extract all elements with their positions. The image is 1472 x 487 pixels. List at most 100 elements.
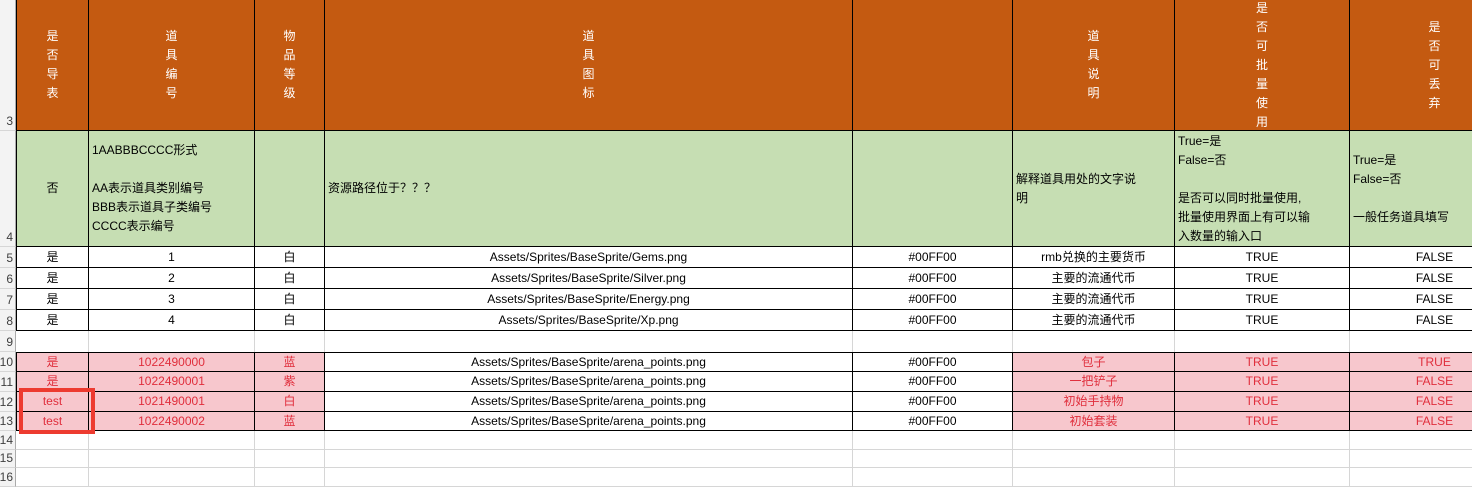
cell-F16[interactable]	[1013, 468, 1175, 487]
cell-C4[interactable]	[255, 131, 325, 247]
cell-G13[interactable]: TRUE	[1175, 412, 1350, 431]
cell-B7[interactable]: 3	[89, 289, 255, 310]
row-header-13[interactable]: 13	[0, 412, 16, 431]
cell-G14[interactable]	[1175, 431, 1350, 450]
cell-D9[interactable]	[325, 331, 853, 352]
cell-B15[interactable]	[89, 450, 255, 468]
cell-H14[interactable]	[1350, 431, 1472, 450]
cell-H10[interactable]: TRUE	[1350, 352, 1472, 372]
row-header-14[interactable]: 14	[0, 431, 16, 450]
cell-C3[interactable]: 物 品 等 级	[255, 0, 325, 131]
cell-A6[interactable]: 是	[16, 268, 89, 289]
cell-G9[interactable]	[1175, 331, 1350, 352]
cell-E7[interactable]: #00FF00	[853, 289, 1013, 310]
cell-D16[interactable]	[325, 468, 853, 487]
cell-B5[interactable]: 1	[89, 247, 255, 268]
row-header-7[interactable]: 7	[0, 289, 16, 310]
cell-D8[interactable]: Assets/Sprites/BaseSprite/Xp.png	[325, 310, 853, 331]
cell-B16[interactable]	[89, 468, 255, 487]
cell-E10[interactable]: #00FF00	[853, 352, 1013, 372]
cell-E11[interactable]: #00FF00	[853, 372, 1013, 392]
cell-G11[interactable]: TRUE	[1175, 372, 1350, 392]
cell-E16[interactable]	[853, 468, 1013, 487]
cell-C6[interactable]: 白	[255, 268, 325, 289]
cell-A15[interactable]	[16, 450, 89, 468]
cell-G3[interactable]: 是 否 可 批 量 使 用	[1175, 0, 1350, 131]
cell-G10[interactable]: TRUE	[1175, 352, 1350, 372]
row-header-11[interactable]: 11	[0, 372, 16, 392]
cell-B9[interactable]	[89, 331, 255, 352]
cell-D4[interactable]: 资源路径位于？？？	[325, 131, 853, 247]
cell-F8[interactable]: 主要的流通代币	[1013, 310, 1175, 331]
row-header-16[interactable]: 16	[0, 468, 16, 487]
cell-D11[interactable]: Assets/Sprites/BaseSprite/arena_points.p…	[325, 372, 853, 392]
cell-E8[interactable]: #00FF00	[853, 310, 1013, 331]
cell-F6[interactable]: 主要的流通代币	[1013, 268, 1175, 289]
cell-C16[interactable]	[255, 468, 325, 487]
cell-G8[interactable]: TRUE	[1175, 310, 1350, 331]
cell-A16[interactable]	[16, 468, 89, 487]
row-header-5[interactable]: 5	[0, 247, 16, 268]
cell-D3[interactable]: 道 具 图 标	[325, 0, 853, 131]
cell-E15[interactable]	[853, 450, 1013, 468]
cell-G12[interactable]: TRUE	[1175, 392, 1350, 412]
cell-H5[interactable]: FALSE	[1350, 247, 1472, 268]
cell-G16[interactable]	[1175, 468, 1350, 487]
cell-G15[interactable]	[1175, 450, 1350, 468]
cell-A12[interactable]: test	[16, 392, 89, 412]
cell-A14[interactable]	[16, 431, 89, 450]
cell-C13[interactable]: 蓝	[255, 412, 325, 431]
cell-B10[interactable]: 1022490000	[89, 352, 255, 372]
cell-B11[interactable]: 1022490001	[89, 372, 255, 392]
cell-F3[interactable]: 道 具 说 明	[1013, 0, 1175, 131]
cell-D7[interactable]: Assets/Sprites/BaseSprite/Energy.png	[325, 289, 853, 310]
cell-H15[interactable]	[1350, 450, 1472, 468]
cell-B13[interactable]: 1022490002	[89, 412, 255, 431]
cell-A7[interactable]: 是	[16, 289, 89, 310]
cell-B8[interactable]: 4	[89, 310, 255, 331]
cell-H6[interactable]: FALSE	[1350, 268, 1472, 289]
cell-C10[interactable]: 蓝	[255, 352, 325, 372]
cell-F10[interactable]: 包子	[1013, 352, 1175, 372]
cell-F5[interactable]: rmb兑换的主要货币	[1013, 247, 1175, 268]
cell-C9[interactable]	[255, 331, 325, 352]
cell-C15[interactable]	[255, 450, 325, 468]
row-header-8[interactable]: 8	[0, 310, 16, 331]
cell-F11[interactable]: 一把铲子	[1013, 372, 1175, 392]
cell-A3[interactable]: 是 否 导 表	[16, 0, 89, 131]
cell-C11[interactable]: 紫	[255, 372, 325, 392]
row-header-10[interactable]: 10	[0, 352, 16, 372]
cell-D10[interactable]: Assets/Sprites/BaseSprite/arena_points.p…	[325, 352, 853, 372]
cell-C8[interactable]: 白	[255, 310, 325, 331]
cell-D12[interactable]: Assets/Sprites/BaseSprite/arena_points.p…	[325, 392, 853, 412]
row-header-3[interactable]: 3	[0, 0, 16, 131]
row-header-12[interactable]: 12	[0, 392, 16, 412]
cell-F7[interactable]: 主要的流通代币	[1013, 289, 1175, 310]
cell-F4[interactable]: 解释道具用处的文字说 明	[1013, 131, 1175, 247]
row-header-4[interactable]: 4	[0, 131, 16, 247]
cell-G6[interactable]: TRUE	[1175, 268, 1350, 289]
cell-G5[interactable]: TRUE	[1175, 247, 1350, 268]
cell-E13[interactable]: #00FF00	[853, 412, 1013, 431]
cell-H11[interactable]: FALSE	[1350, 372, 1472, 392]
cell-A4[interactable]: 否	[16, 131, 89, 247]
cell-E9[interactable]	[853, 331, 1013, 352]
row-header-9[interactable]: 9	[0, 331, 16, 352]
cell-H3[interactable]: 是 否 可 丢 弃	[1350, 0, 1472, 131]
cell-E4[interactable]	[853, 131, 1013, 247]
cell-B6[interactable]: 2	[89, 268, 255, 289]
cell-H13[interactable]: FALSE	[1350, 412, 1472, 431]
cell-E5[interactable]: #00FF00	[853, 247, 1013, 268]
cell-G4[interactable]: True=是 False=否 是否可以同时批量使用, 批量使用界面上有可以输 入…	[1175, 131, 1350, 247]
cell-E3[interactable]	[853, 0, 1013, 131]
cell-B4[interactable]: 1AABBBCCCC形式 AA表示道具类别编号 BBB表示道具子类编号 CCCC…	[89, 131, 255, 247]
cell-D15[interactable]	[325, 450, 853, 468]
cell-A10[interactable]: 是	[16, 352, 89, 372]
cell-A5[interactable]: 是	[16, 247, 89, 268]
cell-E6[interactable]: #00FF00	[853, 268, 1013, 289]
cell-F14[interactable]	[1013, 431, 1175, 450]
cell-C7[interactable]: 白	[255, 289, 325, 310]
cell-H16[interactable]	[1350, 468, 1472, 487]
cell-F9[interactable]	[1013, 331, 1175, 352]
cell-H8[interactable]: FALSE	[1350, 310, 1472, 331]
